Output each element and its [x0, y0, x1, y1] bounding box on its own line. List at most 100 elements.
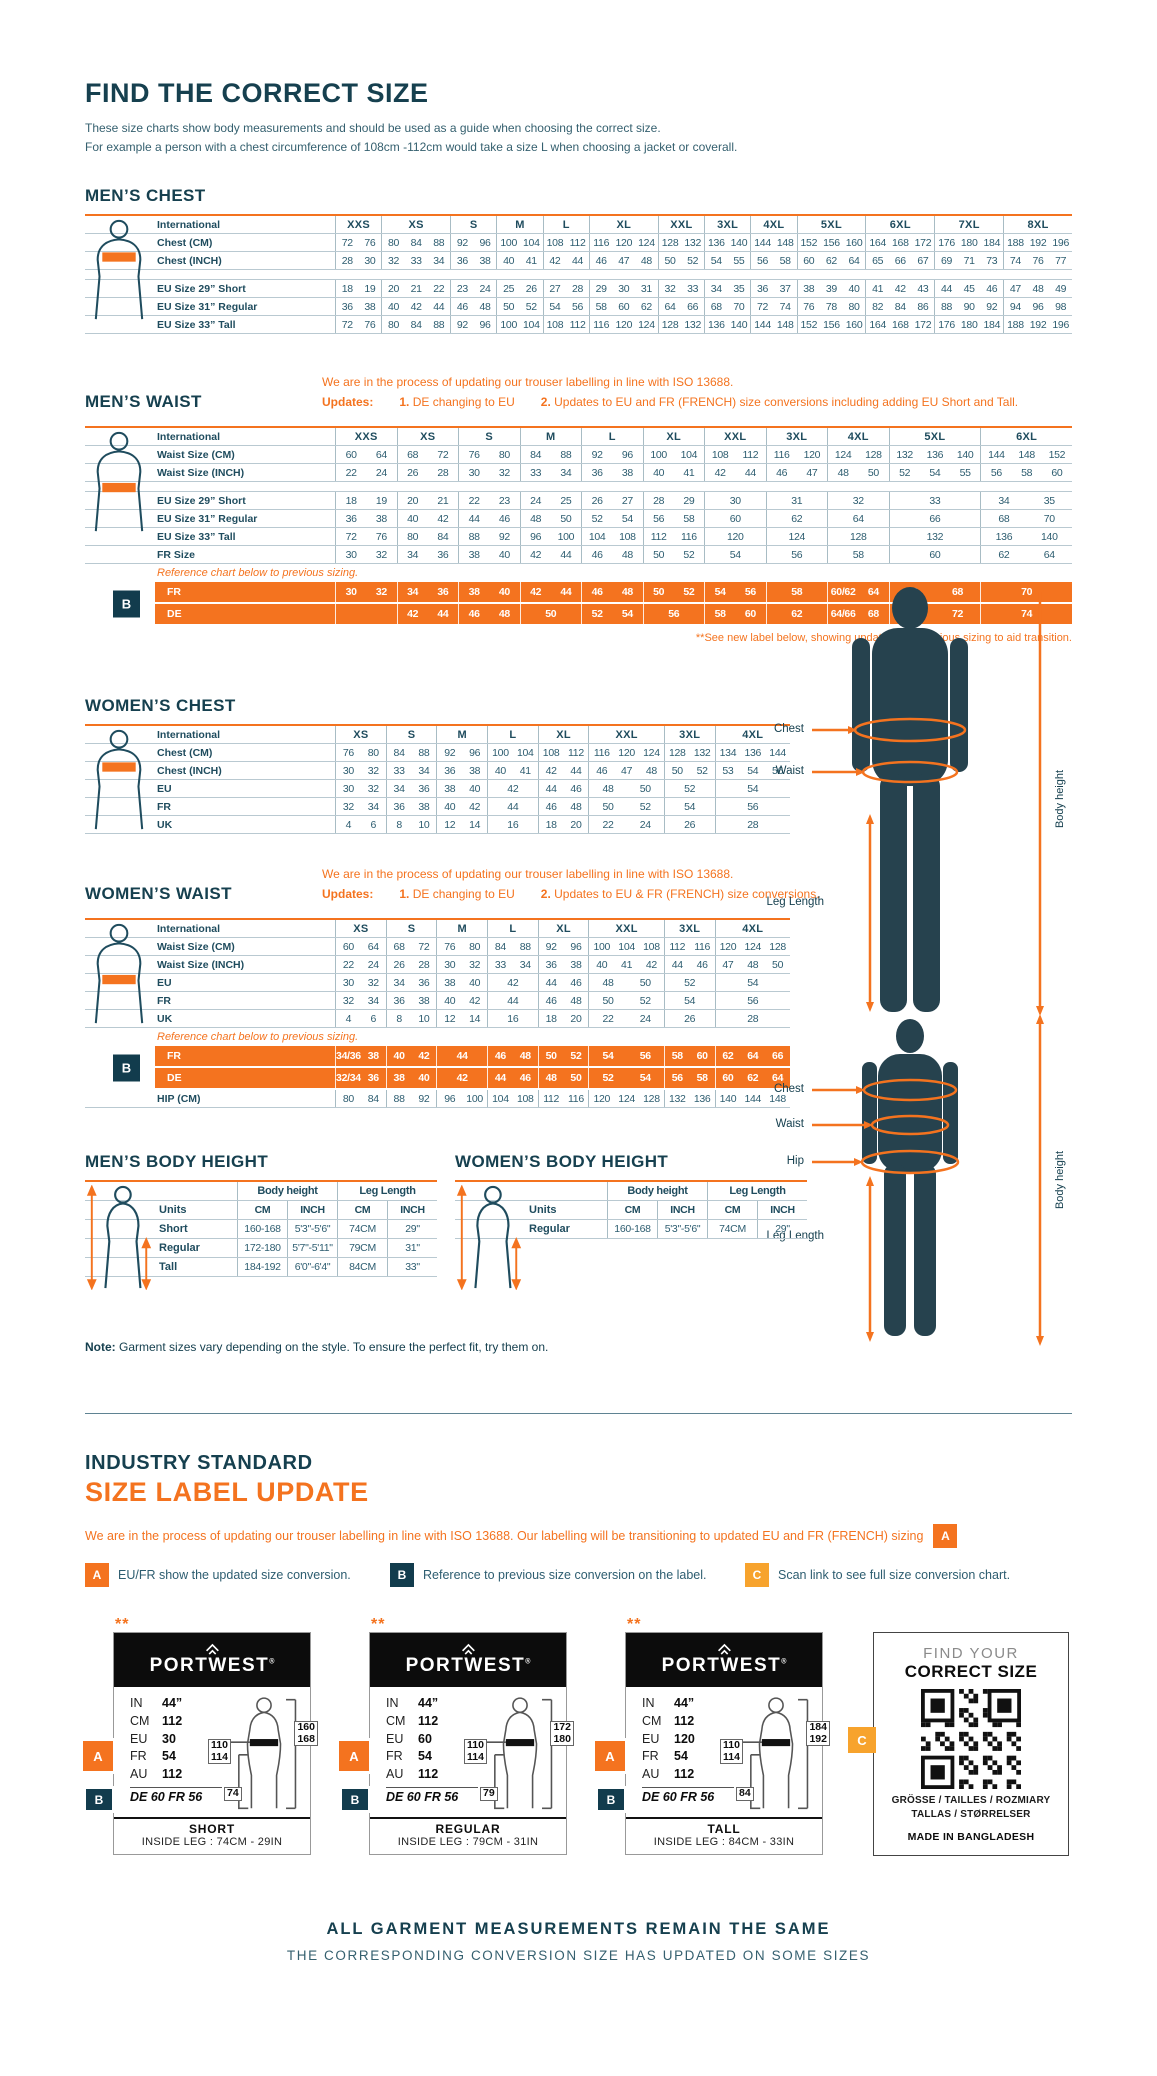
size-cell: 32/34 36: [335, 1068, 386, 1088]
size-value: 28: [572, 282, 584, 295]
transition-stars: **: [371, 1616, 386, 1633]
size-value: 24: [639, 818, 651, 831]
size-cell: 72 76: [335, 316, 381, 333]
size-value: 46: [570, 782, 582, 795]
size-value: 50: [639, 782, 651, 795]
size-header-label: 5XL: [924, 430, 946, 443]
size-value: 50: [867, 466, 879, 479]
column-header: INCH: [757, 1201, 807, 1219]
size-value: 40: [498, 586, 510, 598]
size-cell: 70: [980, 582, 1072, 602]
table-row: Waist Size (CM) 60 64 68 72 76 80 84 88 92 96 100 10…: [85, 938, 790, 956]
size-value: 88: [519, 940, 531, 953]
size-value: 76: [364, 318, 376, 331]
size-value: 84: [494, 940, 506, 953]
size-value: 66: [894, 254, 906, 267]
size-value: 42: [645, 958, 657, 971]
size-value: 10: [418, 1012, 430, 1025]
size-value: 29: [683, 494, 695, 507]
size-value: 34: [393, 782, 405, 795]
size-value: 86: [917, 300, 929, 313]
size-value: 132: [668, 1092, 686, 1105]
size-cell: 28: [714, 1010, 791, 1027]
size-cell: 108 112: [537, 744, 589, 761]
badge-c-icon: C: [848, 1727, 876, 1753]
table-cell: 172-180: [237, 1239, 287, 1257]
size-value: 46: [494, 1050, 506, 1062]
table-row: EU Size 31” Regular 36 38 40 42 44 46 48 50 52 54 5…: [85, 510, 1072, 528]
table-row: EU 30 32 34 36 38 40 42 44 46 48 50 52 54: [85, 780, 790, 798]
table-row: EU Size 33” Tall 72 76 80 84 88 92 96 100 104 108 1…: [85, 528, 1072, 546]
size-cell: XL: [537, 726, 589, 743]
size-value: 48: [640, 254, 652, 267]
size-cell: 52 54: [588, 1068, 664, 1088]
size-value: 14: [469, 1012, 481, 1025]
legend-text: Reference to previous size conversion on…: [423, 1568, 707, 1582]
size-value: 140: [730, 318, 748, 331]
row-label: International: [157, 728, 221, 741]
size-cell: 44 45 46: [934, 280, 1003, 297]
card-body: IN 44” CM 112 EU 60 FR 54 AU 112 DE 60 FR 56 110 11…: [370, 1687, 574, 1817]
table-row: Waist Size (INCH) 22 24 26 28 30 32 33 34 36 38 40 4…: [85, 956, 790, 974]
size-value: 68: [952, 586, 964, 598]
size-value: 38: [367, 1050, 379, 1062]
size-cell: 46 47 48: [588, 762, 664, 779]
size-value: 60: [345, 448, 357, 461]
table-row: International XXS XS S M L XL XXL 3XL 4XL 5XL 6XL 7X…: [85, 216, 1072, 234]
size-cell: 46 47 48: [588, 252, 658, 269]
size-cell: 40 42: [436, 798, 487, 815]
spec-value: 112: [418, 1713, 439, 1728]
spec-label: EU: [386, 1731, 404, 1746]
size-cell: 128 132: [657, 316, 704, 333]
registered-mark: ®: [269, 1658, 275, 1666]
size-value: 58: [696, 1072, 708, 1084]
note-label: Note:: [85, 1340, 116, 1354]
table-row: FR 32 34 36 38 40 42 44 46 48 50 52 54 56: [85, 992, 790, 1010]
size-value: 92: [591, 448, 603, 461]
size-value: 136: [708, 318, 725, 331]
size-value: 44: [507, 800, 519, 813]
size-value: 80: [388, 318, 400, 331]
size-value: 60: [722, 1072, 734, 1084]
size-value: 46: [591, 548, 603, 561]
size-value: 48: [621, 548, 633, 561]
badge-b-icon: B: [390, 1563, 414, 1587]
size-cell: 76 80: [436, 938, 487, 955]
row-label: EU: [157, 782, 172, 795]
size-value: 43: [917, 282, 929, 295]
update-paragraph-text: We are in the process of updating our tr…: [85, 1529, 924, 1543]
size-value: 94: [1009, 300, 1021, 313]
size-value: 124: [788, 530, 806, 543]
qr-card: FIND YOUR CORRECT SIZE GRÖSSE / TAILLES …: [848, 1632, 1069, 1856]
size-value: 26: [684, 818, 696, 831]
size-header-label: S: [407, 728, 416, 741]
size-cell: 18 19: [335, 492, 397, 509]
size-cell: 38 39 40: [796, 280, 866, 297]
size-cell: 40 42 44: [381, 298, 450, 315]
size-value: 25: [503, 282, 515, 295]
size-cell: 34 35: [980, 492, 1072, 509]
size-cell: 22 24: [335, 464, 397, 481]
size-cell: 108 112: [704, 446, 766, 463]
column-header: CM: [607, 1201, 657, 1219]
size-spec-row: EU 120: [642, 1731, 726, 1749]
size-value: 116: [568, 1092, 584, 1105]
size-cell: 88 92: [458, 528, 520, 545]
row-label: HIP (CM): [157, 1092, 201, 1105]
size-value: 36: [437, 548, 449, 561]
intro-line-1: These size charts show body measurements…: [85, 121, 661, 135]
size-value: 68: [998, 512, 1010, 525]
size-value: 46: [519, 1072, 531, 1084]
size-header-label: XXS: [347, 218, 371, 231]
size-cell: L: [542, 216, 589, 233]
size-value: 144: [744, 1092, 762, 1105]
size-header-label: 7XL: [958, 218, 980, 231]
size-cell: 28 30: [335, 252, 381, 269]
size-cell: 36 38: [537, 956, 589, 973]
spec-label: EU: [642, 1731, 660, 1746]
size-value: 76: [803, 300, 815, 313]
mens-chest-table: International XXS XS S M L XL XXL 3XL 4XL 5XL 6XL 7X…: [85, 214, 1072, 334]
size-value: 54: [729, 548, 741, 561]
size-cell: 92 96: [450, 234, 496, 251]
waist-size-box: 110 114: [208, 1739, 231, 1765]
